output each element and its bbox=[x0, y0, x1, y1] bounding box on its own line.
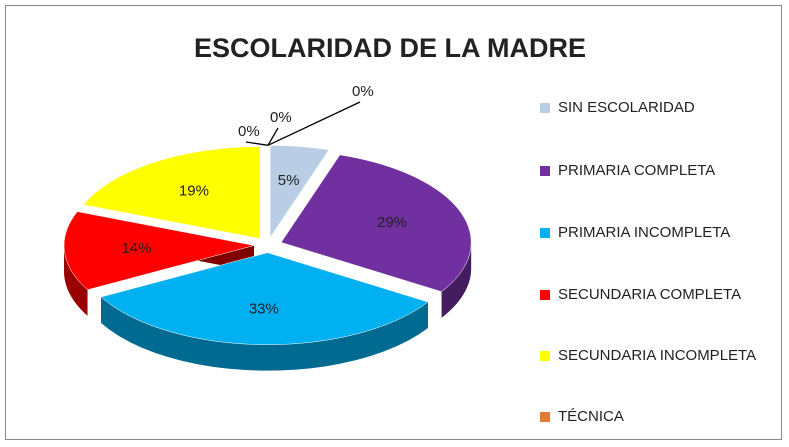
legend-label: SECUNDARIA COMPLETA bbox=[558, 286, 742, 303]
data-label: 0% bbox=[352, 83, 374, 100]
legend-entry: SECUNDARIA COMPLETA bbox=[540, 284, 780, 306]
legend-label: PRIMARIA COMPLETA bbox=[558, 162, 716, 179]
data-label: 33% bbox=[249, 301, 279, 318]
data-label: 0% bbox=[238, 123, 260, 140]
data-label: 29% bbox=[377, 214, 407, 231]
legend-entry: SECUNDARIA INCOMPLETA bbox=[540, 345, 780, 367]
legend-swatch bbox=[540, 103, 550, 113]
legend-label: SIN ESCOLARIDAD bbox=[558, 99, 695, 116]
legend-label: SECUNDARIA INCOMPLETA bbox=[558, 347, 757, 364]
pie-tops bbox=[63, 145, 472, 345]
legend-swatch bbox=[540, 412, 550, 422]
legend-entry: TÉCNICA bbox=[540, 406, 780, 428]
leader-line bbox=[267, 101, 361, 146]
legend-swatch bbox=[540, 351, 550, 361]
legend-swatch bbox=[540, 228, 550, 238]
slice bbox=[100, 252, 429, 345]
pie-labels: 5% 29% 33% 14% 19% 0% 0% 0% bbox=[121, 83, 407, 318]
data-label: 14% bbox=[121, 240, 151, 257]
slice-side bbox=[441, 242, 472, 318]
data-label: 19% bbox=[179, 182, 209, 199]
slice-side bbox=[64, 245, 88, 316]
slice bbox=[280, 154, 472, 292]
leader-line bbox=[245, 141, 269, 146]
chart-title: ESCOLARIDAD DE LA MADRE bbox=[194, 33, 586, 63]
legend-entry: SIN ESCOLARIDAD bbox=[540, 97, 780, 119]
legend-swatch bbox=[540, 290, 550, 300]
legend-entry: PRIMARIA INCOMPLETA bbox=[540, 222, 780, 244]
legend-entry: PRIMARIA COMPLETA bbox=[540, 160, 780, 182]
data-label: 5% bbox=[278, 172, 300, 189]
slice bbox=[269, 145, 330, 239]
leader-line bbox=[267, 127, 279, 146]
legend-label: PRIMARIA INCOMPLETA bbox=[558, 224, 731, 241]
data-label: 0% bbox=[270, 109, 292, 126]
slice bbox=[82, 146, 261, 239]
legend-swatch bbox=[540, 166, 550, 176]
slice bbox=[63, 211, 255, 291]
legend-label: TÉCNICA bbox=[558, 408, 624, 425]
slice-side bbox=[101, 297, 428, 371]
